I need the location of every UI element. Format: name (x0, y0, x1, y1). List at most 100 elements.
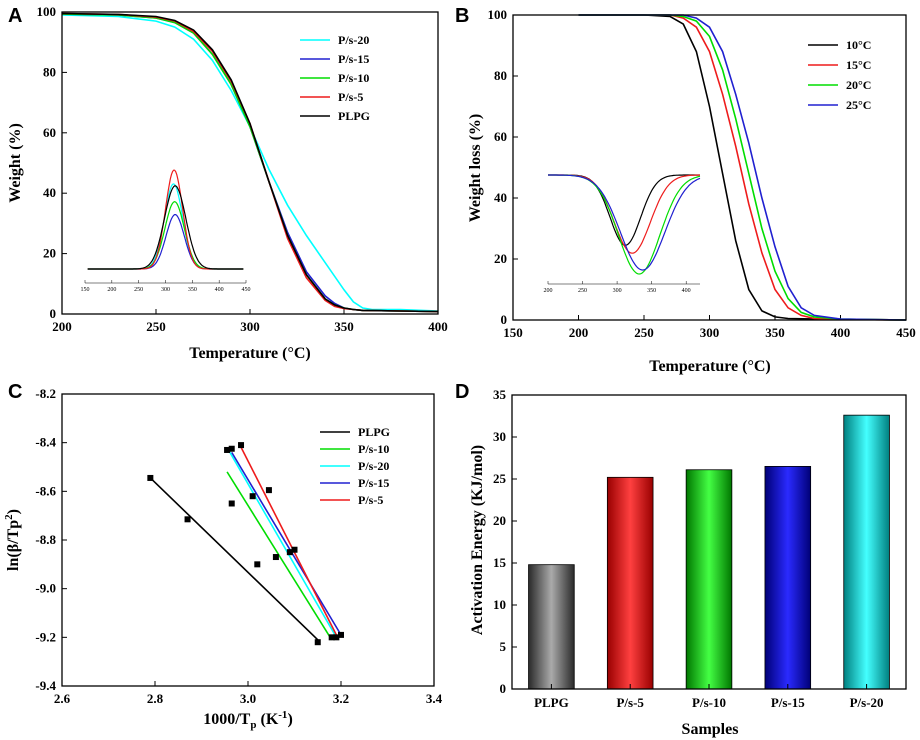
panel-b-xtick-label: 250 (634, 325, 654, 340)
panel-a-series-line (61, 14, 439, 312)
panel-b-ytick-label: 20 (494, 251, 507, 266)
panel-b-inset-tick-label: 400 (682, 288, 691, 294)
panel-a-ytick-label: 100 (37, 4, 57, 19)
panel-b-xtick-label: 300 (700, 325, 720, 340)
panel-b-xlabel: Temperature (°C) (649, 358, 770, 375)
panel-c-data-point (249, 493, 256, 500)
panel-c-data-point (286, 549, 293, 556)
panel-c-xtick-label: 3.4 (426, 691, 443, 706)
panel-d-ytick-label: 0 (500, 681, 507, 696)
panel-a-marks: 200 250 300 350 400 0 20 40 60 80 100 P/s-20 P/s-15 P… (37, 4, 448, 334)
panel-c: C 2.6 2.8 3.0 3.2 3.4 -9.4 -9.2 -9.0 -8.8 -8.6 -8.… (3, 381, 443, 731)
panel-a-ytick-label: 80 (43, 64, 56, 79)
panel-b-xtick-label: 200 (569, 325, 589, 340)
panel-c-data-point (291, 546, 298, 553)
panel-b-ylabel: Weight loss (%) (467, 114, 484, 222)
panel-a-inset-tick-label: 200 (107, 287, 116, 293)
panel-a-xtick-label: 300 (240, 319, 260, 334)
panel-b-inset-tick-label: 200 (544, 288, 553, 294)
panel-a-legend-label: P/s-15 (338, 52, 369, 66)
panel-d-bar (764, 465, 812, 690)
panel-c-data-point (265, 487, 272, 494)
panel-b-xtick-label: 400 (831, 325, 851, 340)
panel-b-legend-label: 15°C (846, 58, 871, 72)
panel-d-xlabel: Samples (682, 721, 739, 738)
panel-a-inset-tick-label: 450 (242, 287, 251, 293)
panel-c-marks: 2.6 2.8 3.0 3.2 3.4 -9.4 -9.2 -9.0 -8.8 -8.6 -8.4 -… (35, 386, 442, 706)
panel-d-category-label: P/s-20 (850, 695, 884, 710)
panel-b-inset-curve (548, 174, 701, 275)
panel-d-ytick-label: 15 (493, 555, 507, 570)
panel-c-data-point (147, 474, 154, 481)
panel-a-frame (61, 11, 439, 315)
panel-c-data-point (333, 634, 340, 641)
panel-c-ytick-label: -8.8 (35, 532, 56, 547)
panel-b-inset-curve (548, 174, 700, 246)
panel-c-data-point (272, 554, 279, 561)
panel-b-ytick-label: 0 (501, 312, 508, 327)
panel-d-category-label: P/s-10 (692, 695, 726, 710)
panel-c-fit-line (237, 442, 338, 636)
panel-b-series-line (578, 14, 907, 321)
panel-d-ytick-label: 10 (493, 597, 506, 612)
panel-d-bar (528, 564, 575, 690)
panel-c-data-point (254, 561, 261, 568)
panel-d-ytick-label: 5 (500, 639, 507, 654)
panel-c-xtick-label: 3.2 (333, 691, 349, 706)
panel-c-ytick-label: -9.2 (35, 629, 56, 644)
panel-c-data-point (238, 442, 245, 449)
panel-a-xlabel: Temperature (°C) (189, 345, 310, 362)
panel-d-ytick-label: 20 (493, 513, 506, 528)
panel-c-legend-label: P/s-5 (358, 493, 383, 507)
panel-c-ylabel: ln(β/Tp2) (3, 509, 22, 571)
panel-c-data-point (228, 445, 235, 452)
panel-c-data-point (228, 500, 235, 507)
panel-b-ytick-label: 60 (494, 129, 507, 144)
panel-a-inset-tick-label: 250 (134, 287, 143, 293)
panel-d-ytick-label: 35 (493, 387, 507, 402)
panel-b-legend-label: 10°C (846, 38, 871, 52)
panel-a-inset-tick-label: 150 (81, 287, 90, 293)
panel-c-ytick-label: -8.4 (35, 435, 56, 450)
panel-d-bar (606, 476, 654, 690)
panel-c-ytick-label: -9.4 (35, 678, 56, 693)
panel-a: A 200 250 300 350 400 0 20 40 60 80 100 P/s-20 P/s-1… (7, 4, 448, 362)
panel-a-series-line (61, 13, 439, 313)
panel-c-frame (61, 393, 435, 687)
panel-b-inset-tick-label: 300 (613, 288, 622, 294)
panel-a-inset-tick-label: 350 (188, 287, 197, 293)
panel-c-legend-label: P/s-10 (358, 442, 389, 456)
panel-a-xtick-label: 350 (334, 319, 354, 334)
panel-b-inset-tick-label: 350 (647, 288, 656, 294)
panel-c-fit-line (226, 471, 333, 641)
panel-a-series-line (61, 12, 439, 313)
panel-d-frame (511, 394, 907, 690)
panel-b-marks: 150 200 250 300 350 400 450 0 20 40 60 80 100 10°C 15°… (488, 7, 916, 340)
panel-c-fit-line (226, 447, 338, 638)
panel-c-data-point (224, 446, 231, 453)
panel-a-inset-tick-label: 400 (215, 287, 224, 293)
panel-d-ytick-label: 25 (493, 471, 507, 486)
panel-c-legend-label: P/s-20 (358, 459, 389, 473)
panel-a-inset-tick-label: 300 (161, 287, 170, 293)
panel-c-ytick-label: -8.2 (35, 386, 56, 401)
panel-b-inset-tick-label: 250 (578, 288, 587, 294)
panel-c-ytick-label: -8.6 (35, 483, 56, 498)
panel-b-legend-label: 20°C (846, 78, 871, 92)
panel-c-legend-label: P/s-15 (358, 476, 389, 490)
panel-b: B 150 200 250 300 350 400 45002040608010010°C1… (455, 5, 916, 375)
panel-b-label: B (455, 5, 469, 27)
panel-a-inset-curve (87, 185, 244, 270)
panel-c-xtick-label: 2.6 (54, 691, 71, 706)
panel-b-xtick-label: 150 (503, 325, 523, 340)
panel-c-legend-label: PLPG (358, 425, 390, 439)
panel-d-ytick-label: 30 (493, 429, 506, 444)
panel-d-marks: 0 5 10 15 20 25 30 35 PLPG P/s-5 P/s-10 P/s-15 P/s-2… (493, 387, 890, 710)
panel-d-bar (843, 414, 890, 690)
panel-c-data-point (314, 639, 321, 646)
panel-a-xtick-label: 400 (428, 319, 448, 334)
panel-a-ytick-label: 0 (50, 306, 57, 321)
panel-c-label: C (8, 381, 22, 403)
panel-d: D 0 5 10 15 20 25 30 35 PLPG P/s-5 P/s-10 P/s-15 P/s… (455, 381, 907, 738)
